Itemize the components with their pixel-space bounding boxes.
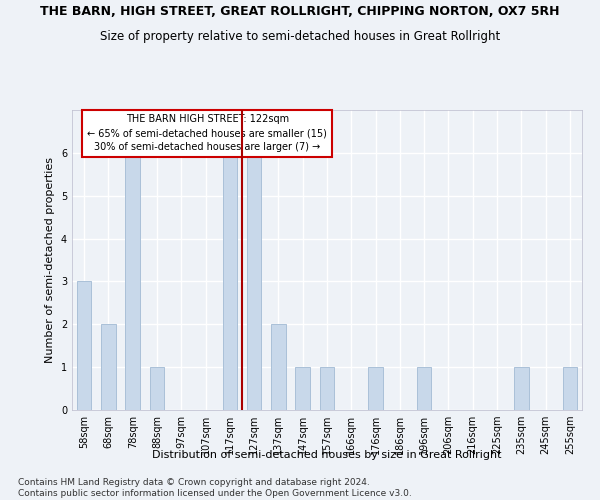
Bar <box>295 367 310 410</box>
Text: THE BARN HIGH STREET: 122sqm
← 65% of semi-detached houses are smaller (15)
30% : THE BARN HIGH STREET: 122sqm ← 65% of se… <box>87 114 327 152</box>
Bar <box>125 153 140 410</box>
Text: Size of property relative to semi-detached houses in Great Rollright: Size of property relative to semi-detach… <box>100 30 500 43</box>
Bar <box>247 153 262 410</box>
Text: THE BARN, HIGH STREET, GREAT ROLLRIGHT, CHIPPING NORTON, OX7 5RH: THE BARN, HIGH STREET, GREAT ROLLRIGHT, … <box>40 5 560 18</box>
Bar <box>101 324 116 410</box>
Bar <box>320 367 334 410</box>
Text: Distribution of semi-detached houses by size in Great Rollright: Distribution of semi-detached houses by … <box>152 450 502 460</box>
Y-axis label: Number of semi-detached properties: Number of semi-detached properties <box>46 157 55 363</box>
Bar <box>563 367 577 410</box>
Bar <box>417 367 431 410</box>
Bar <box>368 367 383 410</box>
Text: Contains HM Land Registry data © Crown copyright and database right 2024.
Contai: Contains HM Land Registry data © Crown c… <box>18 478 412 498</box>
Bar <box>271 324 286 410</box>
Bar <box>150 367 164 410</box>
Bar <box>223 153 237 410</box>
Bar <box>77 282 91 410</box>
Bar <box>514 367 529 410</box>
